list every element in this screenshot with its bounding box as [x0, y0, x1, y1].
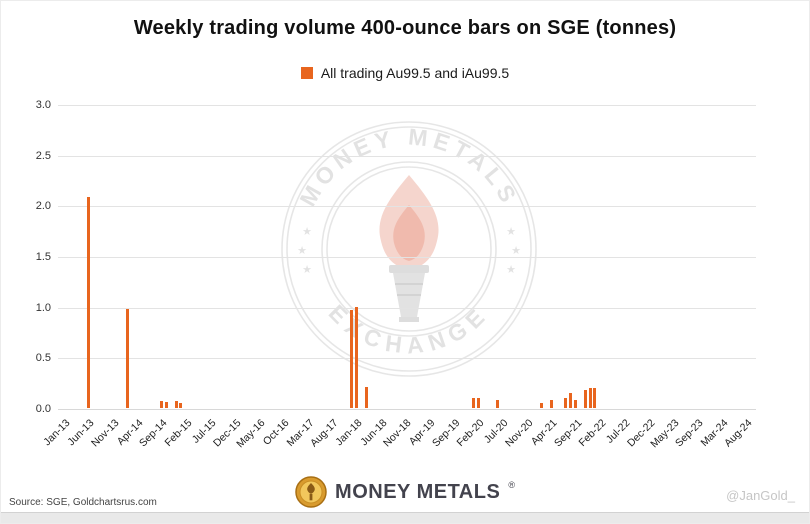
gridline: [58, 307, 756, 309]
bar: [174, 400, 178, 408]
gridline: [58, 257, 756, 258]
logo-text: MONEY METALS: [335, 480, 501, 503]
bar: [574, 399, 577, 408]
legend: All trading Au99.5 and iAu99.5: [1, 65, 809, 81]
source-note: Source: SGE, Goldchartsrus.com: [9, 497, 157, 508]
gridline: [58, 155, 756, 157]
bar: [593, 387, 597, 408]
bar: [588, 387, 592, 408]
gridline: [58, 105, 756, 106]
bar: [86, 197, 90, 408]
bar: [549, 399, 553, 408]
bar: [354, 306, 358, 408]
bar: [159, 400, 163, 408]
bar: [349, 309, 353, 408]
y-axis-labels: 0.0 0.5 1.0 1.5 2.0 2.5 3.0: [9, 99, 51, 415]
bar: [125, 308, 129, 408]
y-tick-label: 2.0: [35, 200, 51, 213]
bar: [476, 397, 480, 408]
y-tick-label: 1.5: [35, 251, 51, 263]
y-tick-label: 0.0: [35, 403, 51, 415]
legend-swatch: [300, 67, 313, 79]
gridline: [58, 358, 756, 360]
bar: [179, 402, 183, 408]
bar: [564, 397, 568, 408]
money-metals-logo: MONEY METALS ®: [1, 476, 809, 508]
gridline: [58, 206, 756, 208]
bar: [496, 399, 500, 408]
window-bottom-edge: [1, 512, 809, 523]
bar: [471, 397, 475, 408]
y-tick-label: 1.0: [35, 301, 51, 314]
bar: [539, 402, 543, 408]
bar: [164, 401, 168, 408]
bar: [569, 392, 573, 408]
gridline: [58, 409, 756, 410]
y-tick-label: 0.5: [35, 352, 51, 365]
y-tick-label: 2.5: [35, 149, 51, 162]
author-handle: @JanGold_: [726, 488, 795, 503]
logo-registered-mark: ®: [508, 480, 515, 490]
y-tick-label: 3.0: [35, 99, 51, 111]
chart-title: Weekly trading volume 400-ounce bars on …: [133, 17, 677, 39]
money-metals-coin-icon: [295, 476, 327, 508]
legend-label: All trading Au99.5 and iAu99.5: [320, 65, 510, 81]
bar: [364, 386, 368, 408]
bar: [583, 389, 587, 408]
plot-area: Jan-13 Jun-13 Nov-13 Apr-14 Sep-14 Feb-15 Jul-…: [41, 105, 756, 450]
